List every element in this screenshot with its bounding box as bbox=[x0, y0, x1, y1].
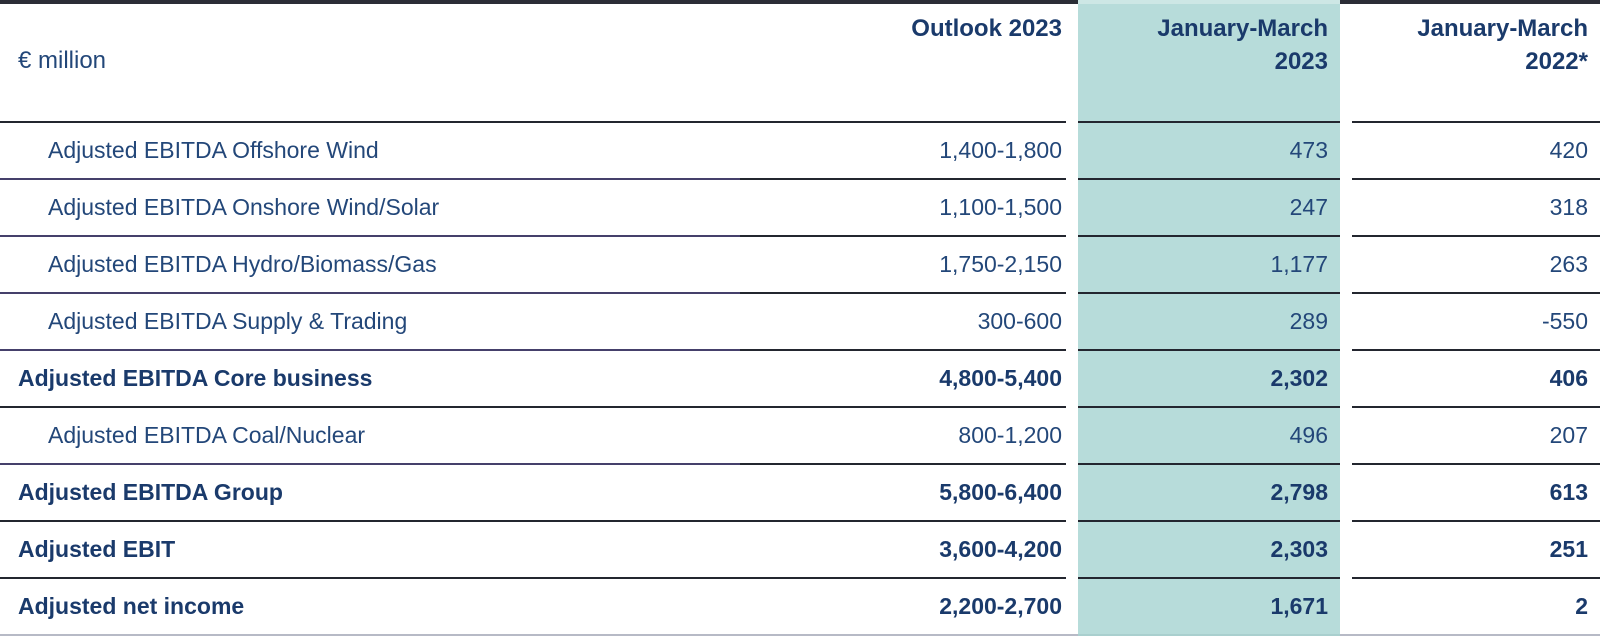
column-gap bbox=[1340, 180, 1352, 237]
unit-label: € million bbox=[0, 0, 740, 123]
value-cell: 1,100-1,500 bbox=[740, 180, 1066, 237]
table-row: Adjusted EBITDA Supply & Trading 300-600 2… bbox=[0, 294, 1600, 351]
table-header-row: € million Outlook 2023 January-March 2023… bbox=[0, 0, 1600, 123]
table-row: Adjusted EBITDA Hydro/Biomass/Gas 1,750-2… bbox=[0, 237, 1600, 294]
value-cell: 251 bbox=[1352, 522, 1600, 579]
column-gap bbox=[1340, 465, 1352, 522]
column-gap bbox=[1340, 123, 1352, 180]
row-label: Adjusted EBITDA Offshore Wind bbox=[0, 123, 740, 180]
value-cell: 613 bbox=[1352, 465, 1600, 522]
column-gap bbox=[1340, 0, 1352, 123]
table-row: Adjusted EBITDA Group 5,800-6,400 2,798 613 bbox=[0, 465, 1600, 522]
value-cell: -550 bbox=[1352, 294, 1600, 351]
value-cell: 3,600-4,200 bbox=[740, 522, 1066, 579]
table-row: Adjusted EBITDA Coal/Nuclear 800-1,200 496… bbox=[0, 408, 1600, 465]
value-cell: 207 bbox=[1352, 408, 1600, 465]
value-cell: 473 bbox=[1078, 123, 1340, 180]
column-gap bbox=[1066, 180, 1078, 237]
value-cell: 247 bbox=[1078, 180, 1340, 237]
column-gap bbox=[1340, 294, 1352, 351]
column-header-line: January-March bbox=[1157, 15, 1328, 42]
value-cell: 496 bbox=[1078, 408, 1340, 465]
table-body: Adjusted EBITDA Offshore Wind 1,400-1,800… bbox=[0, 123, 1600, 636]
value-cell: 2,303 bbox=[1078, 522, 1340, 579]
row-label: Adjusted EBITDA Core business bbox=[0, 351, 740, 408]
column-gap bbox=[1066, 408, 1078, 465]
value-cell: 420 bbox=[1352, 123, 1600, 180]
value-cell: 406 bbox=[1352, 351, 1600, 408]
value-cell: 289 bbox=[1078, 294, 1340, 351]
column-header-line: 2023 bbox=[1274, 48, 1328, 75]
column-gap bbox=[1066, 123, 1078, 180]
table-row: Adjusted EBITDA Offshore Wind 1,400-1,800… bbox=[0, 123, 1600, 180]
column-gap bbox=[1066, 522, 1078, 579]
value-cell: 2,798 bbox=[1078, 465, 1340, 522]
column-gap bbox=[1340, 237, 1352, 294]
value-cell: 1,750-2,150 bbox=[740, 237, 1066, 294]
table-row: Adjusted EBIT 3,600-4,200 2,303 251 bbox=[0, 522, 1600, 579]
value-cell: 1,177 bbox=[1078, 237, 1340, 294]
column-header-january-march-2022: January-March 2022* bbox=[1352, 0, 1600, 123]
column-header-line: Outlook 2023 bbox=[911, 15, 1062, 42]
value-cell: 2 bbox=[1352, 579, 1600, 636]
row-label: Adjusted EBITDA Supply & Trading bbox=[0, 294, 740, 351]
value-cell: 1,400-1,800 bbox=[740, 123, 1066, 180]
table-row: Adjusted EBITDA Core business 4,800-5,400… bbox=[0, 351, 1600, 408]
value-cell: 318 bbox=[1352, 180, 1600, 237]
row-label: Adjusted net income bbox=[0, 579, 740, 636]
column-gap bbox=[1066, 351, 1078, 408]
table-row: Adjusted EBITDA Onshore Wind/Solar 1,100-… bbox=[0, 180, 1600, 237]
column-header-january-march-2023: January-March 2023 bbox=[1078, 0, 1340, 123]
column-gap bbox=[1066, 579, 1078, 636]
column-gap bbox=[1066, 0, 1078, 123]
row-label: Adjusted EBITDA Coal/Nuclear bbox=[0, 408, 740, 465]
column-gap bbox=[1066, 465, 1078, 522]
column-header-line: January-March bbox=[1417, 15, 1588, 42]
value-cell: 2,302 bbox=[1078, 351, 1340, 408]
value-cell: 4,800-5,400 bbox=[740, 351, 1066, 408]
column-gap bbox=[1066, 237, 1078, 294]
value-cell: 263 bbox=[1352, 237, 1600, 294]
column-gap bbox=[1066, 294, 1078, 351]
value-cell: 800-1,200 bbox=[740, 408, 1066, 465]
value-cell: 1,671 bbox=[1078, 579, 1340, 636]
table-row: Adjusted net income 2,200-2,700 1,671 2 bbox=[0, 579, 1600, 636]
value-cell: 5,800-6,400 bbox=[740, 465, 1066, 522]
column-gap bbox=[1340, 408, 1352, 465]
value-cell: 300-600 bbox=[740, 294, 1066, 351]
row-label: Adjusted EBIT bbox=[0, 522, 740, 579]
row-label: Adjusted EBITDA Hydro/Biomass/Gas bbox=[0, 237, 740, 294]
column-header-line: 2022* bbox=[1525, 48, 1588, 75]
value-cell: 2,200-2,700 bbox=[740, 579, 1066, 636]
row-label: Adjusted EBITDA Onshore Wind/Solar bbox=[0, 180, 740, 237]
column-gap bbox=[1340, 522, 1352, 579]
column-gap bbox=[1340, 579, 1352, 636]
column-gap bbox=[1340, 351, 1352, 408]
column-header-outlook-2023: Outlook 2023 bbox=[740, 0, 1066, 123]
row-label: Adjusted EBITDA Group bbox=[0, 465, 740, 522]
